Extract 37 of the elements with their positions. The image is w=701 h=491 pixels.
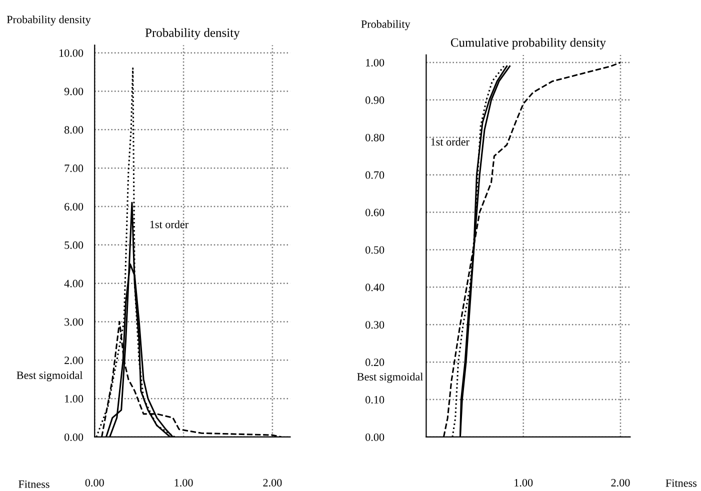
chart-title: Cumulative probability density	[450, 38, 606, 50]
text: Best sigmoidal	[16, 371, 83, 382]
y-tick-label: 0.10	[366, 396, 384, 404]
y-tick-label: 7.00	[64, 164, 84, 172]
y-tick-label: 0.00	[64, 433, 84, 442]
y-tick-label: 8.00	[64, 126, 84, 134]
x-tick-label: 1.00	[174, 478, 193, 487]
x-tick-label: 1.00	[514, 478, 533, 487]
x-tick-label: 2.00	[263, 478, 282, 487]
y-tick-label: 1.00	[65, 395, 84, 403]
y-axis-title: Probability density	[6, 15, 91, 26]
x-tick-label: 0.00	[85, 478, 104, 487]
y-tick-label: 10.00	[60, 49, 84, 57]
y-tick-label: 9.00	[64, 88, 84, 96]
y-axis-title: Probability	[361, 20, 410, 30]
y-tick-label: 0.00	[366, 433, 384, 442]
y-tick-label: 0.80	[366, 134, 384, 142]
text: Best sigmoidal	[357, 372, 423, 383]
y-tick-label: 0.30	[366, 321, 384, 329]
x-axis-title: Fitness	[666, 479, 697, 487]
y-tick-label: 5.00	[64, 241, 84, 249]
y-tick-label: 0.60	[366, 208, 384, 216]
y-tick-label: 0.50	[366, 246, 384, 254]
x-axis-title: Fitness	[18, 480, 50, 488]
y-tick-label: 0.40	[366, 284, 384, 292]
annotation: 1st order	[431, 138, 470, 146]
y-tick-label: 6.00	[64, 202, 84, 211]
y-tick-label: 0.70	[366, 171, 384, 179]
y-tick-label: 0.20	[366, 358, 384, 366]
y-tick-label: 3.00	[64, 318, 84, 326]
y-tick-label: 4.00	[64, 280, 84, 288]
y-tick-label: 1.00	[366, 58, 384, 66]
y-tick-label: 2.00	[64, 356, 84, 364]
annotation: 1st order	[150, 220, 188, 228]
y-tick-label: 0.90	[366, 96, 384, 104]
chart-title: Probability density	[145, 28, 240, 40]
x-tick-label: 2.00	[611, 478, 630, 487]
